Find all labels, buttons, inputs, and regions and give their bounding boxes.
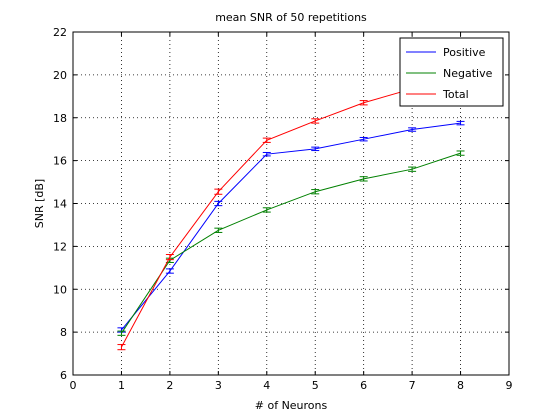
y-tick-label: 8 bbox=[60, 326, 67, 339]
legend-item-negative: Negative bbox=[406, 67, 493, 80]
legend-label-negative: Negative bbox=[443, 67, 493, 80]
legend-label-positive: Positive bbox=[443, 46, 486, 59]
error-bar-positive bbox=[359, 136, 368, 142]
legend-box bbox=[399, 37, 504, 107]
error-bar-positive bbox=[408, 127, 417, 132]
x-tick-label: 0 bbox=[70, 379, 77, 392]
error-bar-negative bbox=[117, 330, 126, 336]
x-axis-title: # of Neurons bbox=[255, 399, 328, 412]
y-axis-title: SNR [dB] bbox=[33, 179, 46, 228]
series-line-negative bbox=[121, 152, 461, 334]
error-bar-positive bbox=[311, 146, 320, 152]
x-tick-label: 6 bbox=[360, 379, 367, 392]
legend: Positive Negative Total bbox=[399, 37, 504, 107]
x-tick-label: 1 bbox=[118, 379, 125, 392]
error-bar-total bbox=[359, 100, 368, 106]
x-tick-label: 8 bbox=[457, 379, 464, 392]
grid bbox=[73, 32, 509, 375]
y-tick-label: 14 bbox=[53, 198, 67, 211]
x-tick-label: 3 bbox=[215, 379, 222, 392]
error-bar-total bbox=[117, 344, 126, 351]
error-bar-negative bbox=[262, 207, 271, 213]
error-bar-negative bbox=[311, 189, 320, 195]
error-bar-negative bbox=[214, 227, 223, 233]
error-bar-positive bbox=[262, 151, 271, 157]
y-tick-label: 6 bbox=[60, 369, 67, 382]
y-tick-label: 10 bbox=[53, 283, 67, 296]
error-bar-total bbox=[311, 118, 320, 124]
series-line-positive bbox=[121, 122, 461, 331]
series-positive bbox=[117, 120, 465, 333]
x-tick-label: 2 bbox=[166, 379, 173, 392]
x-tick-label: 7 bbox=[409, 379, 416, 392]
error-bar-total bbox=[165, 254, 174, 261]
error-bar-negative bbox=[408, 166, 417, 172]
error-bar-negative bbox=[456, 150, 465, 156]
legend-item-total: Total bbox=[406, 88, 469, 101]
error-bar-negative bbox=[359, 176, 368, 182]
error-bar-positive bbox=[214, 200, 223, 207]
x-tick-label: 4 bbox=[263, 379, 270, 392]
y-tick-label: 20 bbox=[53, 69, 67, 82]
error-bar-total bbox=[214, 188, 223, 195]
legend-item-positive: Positive bbox=[406, 46, 486, 59]
y-tick-label: 12 bbox=[53, 240, 67, 253]
error-bar-positive bbox=[165, 268, 174, 274]
x-tick-label: 5 bbox=[312, 379, 319, 392]
x-tick-label: 9 bbox=[506, 379, 513, 392]
legend-label-total: Total bbox=[442, 88, 469, 101]
error-bar-total bbox=[262, 137, 271, 143]
error-bar-positive bbox=[456, 120, 465, 126]
chart-title: mean SNR of 50 repetitions bbox=[215, 11, 367, 24]
y-tick-label: 18 bbox=[53, 112, 67, 125]
y-tick-label: 16 bbox=[53, 155, 67, 168]
y-tick-label: 22 bbox=[53, 26, 67, 39]
